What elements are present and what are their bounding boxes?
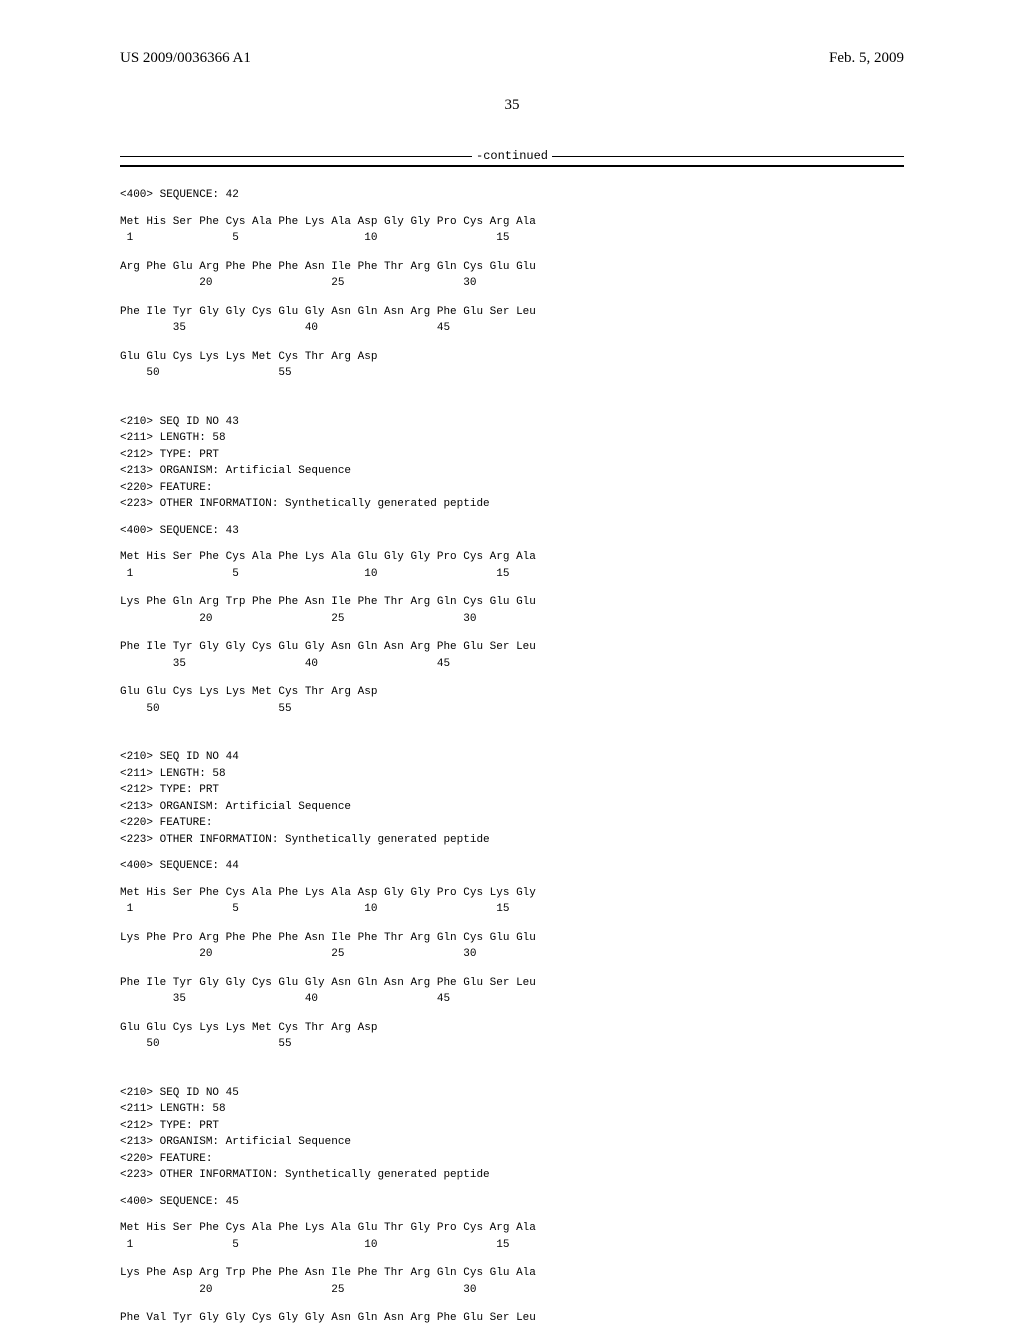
metadata-line: <212> TYPE: PRT (120, 447, 904, 464)
metadata-line: <210> SEQ ID NO 43 (120, 414, 904, 431)
separator-line-right (552, 156, 904, 157)
metadata-line: <211> LENGTH: 58 (120, 1101, 904, 1118)
position-numbers: 1 5 10 15 (120, 230, 904, 247)
position-numbers: 35 40 45 (120, 991, 904, 1008)
metadata-line: <212> TYPE: PRT (120, 782, 904, 799)
amino-acid-row: Met His Ser Phe Cys Ala Phe Lys Ala Asp … (120, 214, 904, 231)
publication-date: Feb. 5, 2009 (829, 50, 904, 67)
amino-acid-row: Phe Ile Tyr Gly Gly Cys Glu Gly Asn Gln … (120, 639, 904, 656)
position-numbers: 50 55 (120, 365, 904, 382)
metadata-line: <220> FEATURE: (120, 1151, 904, 1168)
sequence-block: <210> SEQ ID NO 43<211> LENGTH: 58<212> … (120, 414, 904, 718)
block-spacer (120, 400, 904, 414)
metadata-line: <213> ORGANISM: Artificial Sequence (120, 463, 904, 480)
position-numbers: 20 25 30 (120, 275, 904, 292)
sequence-metadata: <210> SEQ ID NO 43<211> LENGTH: 58<212> … (120, 414, 904, 513)
metadata-line: <212> TYPE: PRT (120, 1118, 904, 1135)
sequence-block: <210> SEQ ID NO 44<211> LENGTH: 58<212> … (120, 749, 904, 1053)
amino-acid-row: Lys Phe Asp Arg Trp Phe Phe Asn Ile Phe … (120, 1265, 904, 1282)
metadata-line: <210> SEQ ID NO 44 (120, 749, 904, 766)
sequence-label: <400> SEQUENCE: 45 (120, 1194, 904, 1211)
metadata-line: <223> OTHER INFORMATION: Synthetically g… (120, 1167, 904, 1184)
publication-number: US 2009/0036366 A1 (120, 50, 251, 67)
amino-acid-row: Phe Ile Tyr Gly Gly Cys Glu Gly Asn Gln … (120, 975, 904, 992)
amino-acid-row: Glu Glu Cys Lys Lys Met Cys Thr Arg Asp (120, 1020, 904, 1037)
sequence-label: <400> SEQUENCE: 43 (120, 523, 904, 540)
continued-label: -continued (472, 149, 552, 163)
sequence-metadata: <210> SEQ ID NO 44<211> LENGTH: 58<212> … (120, 749, 904, 848)
sequence-label: <400> SEQUENCE: 42 (120, 187, 904, 204)
position-numbers: 1 5 10 15 (120, 566, 904, 583)
sequence-block: <400> SEQUENCE: 42 Met His Ser Phe Cys Al… (120, 187, 904, 382)
block-spacer (120, 735, 904, 749)
page-number: 35 (120, 97, 904, 114)
position-numbers: 35 40 45 (120, 656, 904, 673)
separator-line-left (120, 156, 472, 157)
amino-acid-row: Glu Glu Cys Lys Lys Met Cys Thr Arg Asp (120, 349, 904, 366)
position-numbers: 50 55 (120, 1036, 904, 1053)
amino-acid-row: Met His Ser Phe Cys Ala Phe Lys Ala Glu … (120, 549, 904, 566)
position-numbers: 20 25 30 (120, 1282, 904, 1299)
continued-header: -continued (120, 149, 904, 163)
metadata-line: <211> LENGTH: 58 (120, 766, 904, 783)
position-numbers: 20 25 30 (120, 611, 904, 628)
position-numbers: 50 55 (120, 701, 904, 718)
position-numbers: 35 40 45 (120, 320, 904, 337)
amino-acid-row: Lys Phe Gln Arg Trp Phe Phe Asn Ile Phe … (120, 594, 904, 611)
position-numbers: 20 25 30 (120, 946, 904, 963)
position-numbers: 1 5 10 15 (120, 901, 904, 918)
amino-acid-row: Phe Ile Tyr Gly Gly Cys Glu Gly Asn Gln … (120, 304, 904, 321)
metadata-line: <220> FEATURE: (120, 480, 904, 497)
metadata-line: <220> FEATURE: (120, 815, 904, 832)
document-header: US 2009/0036366 A1 Feb. 5, 2009 (120, 50, 904, 67)
sequence-label: <400> SEQUENCE: 44 (120, 858, 904, 875)
metadata-line: <213> ORGANISM: Artificial Sequence (120, 1134, 904, 1151)
amino-acid-row: Met His Ser Phe Cys Ala Phe Lys Ala Glu … (120, 1220, 904, 1237)
block-spacer (120, 1071, 904, 1085)
sequence-listing: <400> SEQUENCE: 42 Met His Ser Phe Cys Al… (120, 187, 904, 1327)
metadata-line: <213> ORGANISM: Artificial Sequence (120, 799, 904, 816)
amino-acid-row: Met His Ser Phe Cys Ala Phe Lys Ala Asp … (120, 885, 904, 902)
separator-bar (120, 165, 904, 167)
sequence-block: <210> SEQ ID NO 45<211> LENGTH: 58<212> … (120, 1085, 904, 1327)
amino-acid-row: Phe Val Tyr Gly Gly Cys Gly Gly Asn Gln … (120, 1310, 904, 1327)
metadata-line: <223> OTHER INFORMATION: Synthetically g… (120, 496, 904, 513)
amino-acid-row: Arg Phe Glu Arg Phe Phe Phe Asn Ile Phe … (120, 259, 904, 276)
metadata-line: <223> OTHER INFORMATION: Synthetically g… (120, 832, 904, 849)
sequence-metadata: <210> SEQ ID NO 45<211> LENGTH: 58<212> … (120, 1085, 904, 1184)
position-numbers: 1 5 10 15 (120, 1237, 904, 1254)
amino-acid-row: Glu Glu Cys Lys Lys Met Cys Thr Arg Asp (120, 684, 904, 701)
metadata-line: <210> SEQ ID NO 45 (120, 1085, 904, 1102)
metadata-line: <211> LENGTH: 58 (120, 430, 904, 447)
amino-acid-row: Lys Phe Pro Arg Phe Phe Phe Asn Ile Phe … (120, 930, 904, 947)
